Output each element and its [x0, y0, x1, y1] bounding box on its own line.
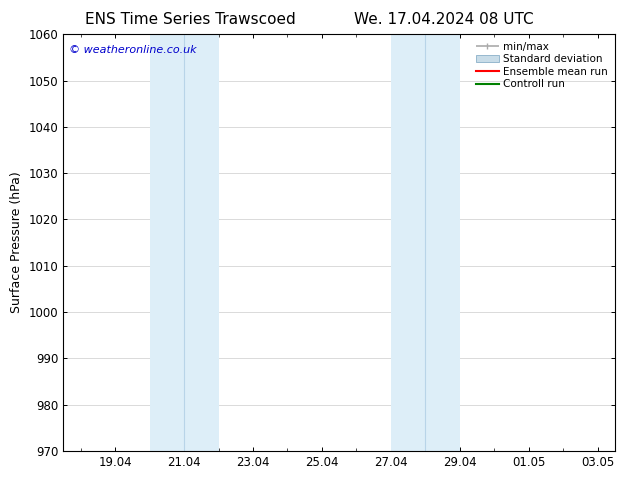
- Bar: [391, 34, 460, 451]
- Legend: min/max, Standard deviation, Ensemble mean run, Controll run: min/max, Standard deviation, Ensemble me…: [474, 40, 610, 92]
- Y-axis label: Surface Pressure (hPa): Surface Pressure (hPa): [10, 172, 23, 314]
- Bar: [150, 34, 219, 451]
- Text: © weatheronline.co.uk: © weatheronline.co.uk: [69, 45, 197, 55]
- Text: We. 17.04.2024 08 UTC: We. 17.04.2024 08 UTC: [354, 12, 534, 27]
- Text: ENS Time Series Trawscoed: ENS Time Series Trawscoed: [85, 12, 295, 27]
